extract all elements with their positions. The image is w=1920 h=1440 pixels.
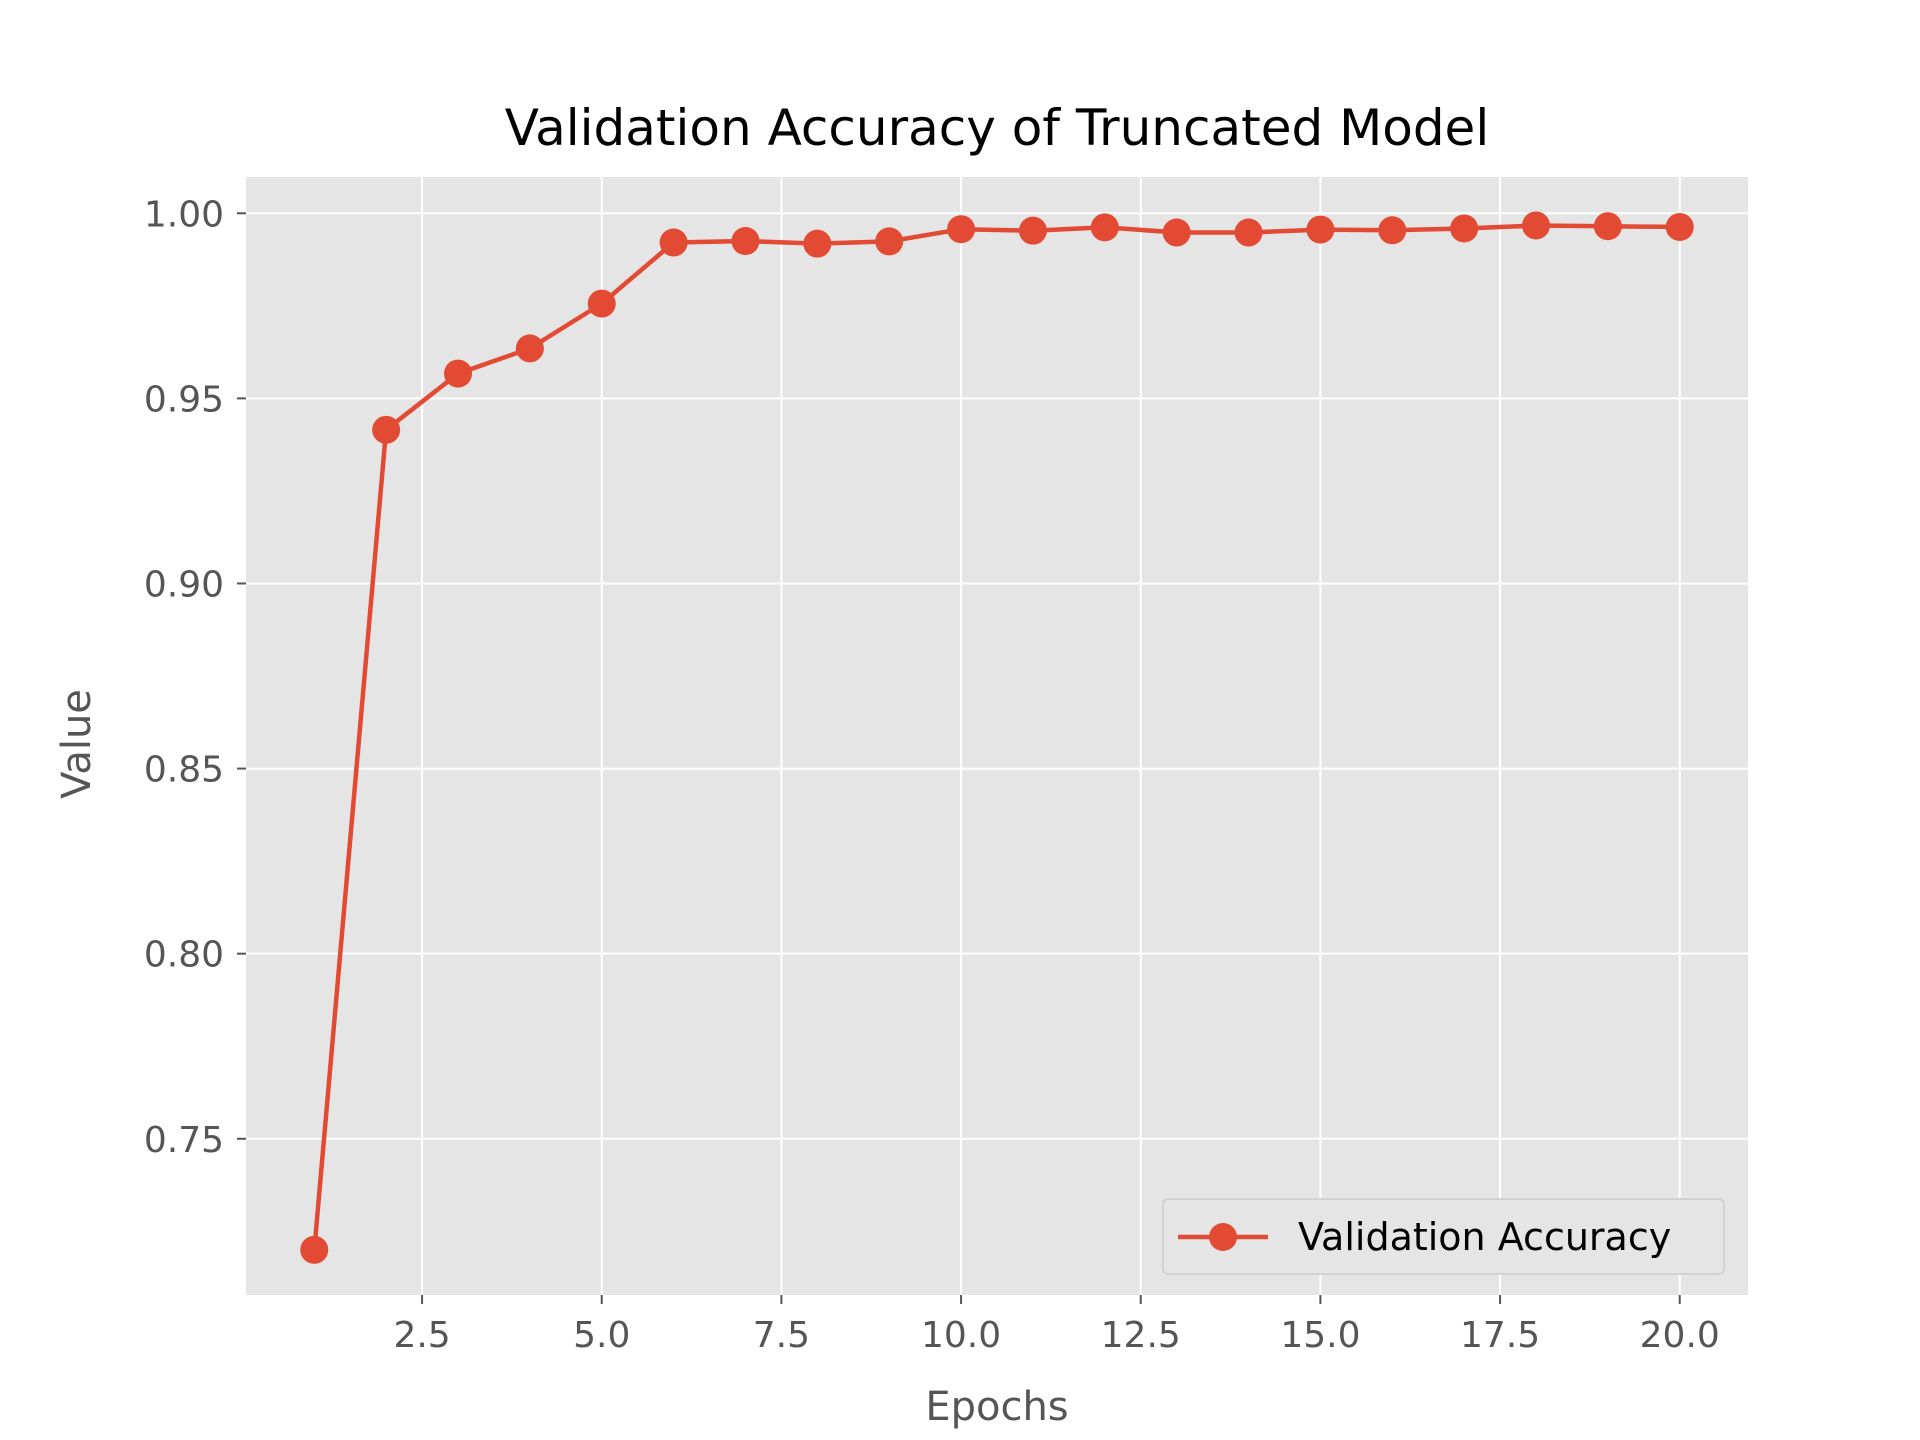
legend: Validation Accuracy xyxy=(1162,1198,1725,1275)
data-point xyxy=(444,359,473,388)
data-point xyxy=(1306,215,1335,244)
x-axis-ticks: 2.5 5.0 7.5 10.0 12.5 15.0 17.5 20.0 xyxy=(393,1295,1720,1356)
data-point xyxy=(372,415,401,444)
data-point xyxy=(1018,216,1047,245)
y-tick-label: 0.75 xyxy=(144,1120,224,1161)
data-point xyxy=(1378,216,1407,245)
data-point xyxy=(300,1235,329,1264)
chart-title: Validation Accuracy of Truncated Model xyxy=(505,99,1489,157)
x-tick-label: 15.0 xyxy=(1280,1315,1360,1356)
data-point xyxy=(587,289,616,318)
data-point xyxy=(1665,212,1694,241)
x-tick-label: 7.5 xyxy=(753,1315,810,1356)
data-point xyxy=(947,215,976,244)
y-tick-label: 0.90 xyxy=(144,564,224,605)
legend-box xyxy=(1162,1198,1725,1275)
grid xyxy=(246,177,1748,1295)
series-group xyxy=(300,211,1694,1264)
legend-label: Validation Accuracy xyxy=(1298,1215,1671,1259)
y-tick-label: 0.80 xyxy=(144,935,224,976)
data-point xyxy=(1450,214,1479,243)
x-tick-label: 2.5 xyxy=(393,1315,450,1356)
legend-marker xyxy=(1209,1223,1237,1251)
x-tick-label: 10.0 xyxy=(921,1315,1001,1356)
plot-area xyxy=(246,177,1748,1295)
data-point xyxy=(803,229,832,258)
x-tick-label: 20.0 xyxy=(1640,1315,1720,1356)
y-axis-label: Value xyxy=(54,689,100,799)
x-tick-label: 12.5 xyxy=(1101,1315,1181,1356)
data-point xyxy=(731,227,760,256)
data-point xyxy=(1234,218,1263,247)
data-point xyxy=(875,227,904,256)
y-axis-ticks: 0.75 0.80 0.85 0.90 0.95 1.00 xyxy=(144,194,246,1161)
y-tick-label: 1.00 xyxy=(144,194,224,235)
x-axis-label: Epochs xyxy=(925,1384,1068,1430)
y-tick-label: 0.95 xyxy=(144,379,224,420)
x-tick-label: 17.5 xyxy=(1460,1315,1540,1356)
data-point xyxy=(1521,211,1550,240)
data-point xyxy=(1162,218,1191,247)
y-tick-label: 0.85 xyxy=(144,750,224,791)
data-point xyxy=(1593,212,1622,241)
x-tick-label: 5.0 xyxy=(573,1315,630,1356)
data-point xyxy=(1090,213,1119,242)
data-point xyxy=(659,228,688,257)
data-point xyxy=(515,334,544,363)
